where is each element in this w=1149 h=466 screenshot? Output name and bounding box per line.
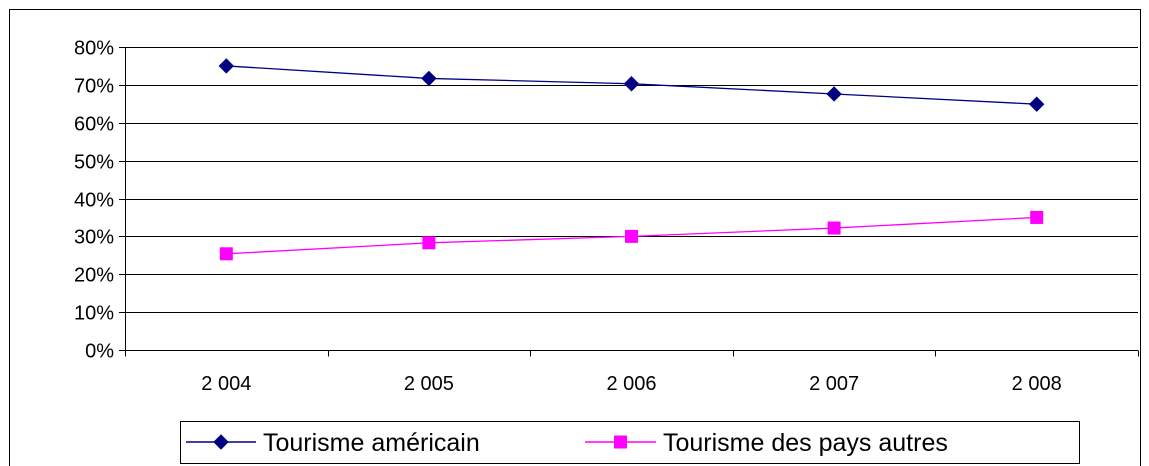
x-tick-label: 2 008 xyxy=(1012,373,1062,395)
x-tick-label: 2 006 xyxy=(606,373,656,395)
gridlines xyxy=(125,47,1138,313)
series-1 xyxy=(218,58,1045,112)
series-2 xyxy=(219,210,1044,261)
x-axis-tick-labels: 2 004 2 005 2 006 2 007 2 008 xyxy=(201,373,1061,395)
data-point xyxy=(1030,210,1044,224)
y-tick-label: 0% xyxy=(85,341,114,363)
y-tick-label: 30% xyxy=(74,227,114,249)
y-tick-label: 80% xyxy=(74,38,114,60)
series-lines xyxy=(218,58,1045,261)
data-point xyxy=(623,76,640,92)
data-point xyxy=(219,247,233,261)
chart-frame xyxy=(9,9,1141,466)
data-point xyxy=(1028,96,1045,112)
y-axis-tick-labels: 0% 10% 20% 30% 40% 50% 60% 70% 80% xyxy=(74,38,114,363)
legend-entry: Tourisme américain xyxy=(186,429,480,457)
legend-entry: Tourisme des pays autres xyxy=(585,429,948,457)
x-tick-label: 2 004 xyxy=(201,373,251,395)
data-point xyxy=(625,229,638,243)
legend-marker xyxy=(614,435,627,449)
data-point xyxy=(827,221,841,235)
y-tick-label: 20% xyxy=(74,265,114,287)
legend-marker xyxy=(213,434,229,450)
data-point xyxy=(826,86,842,102)
y-tick-label: 10% xyxy=(74,303,114,325)
legend-label: Tourisme des pays autres xyxy=(663,429,948,457)
legend: Tourisme américain Tourisme des pays autr… xyxy=(180,421,1080,464)
data-point xyxy=(421,70,437,87)
data-point xyxy=(218,58,235,74)
y-tick-label: 40% xyxy=(74,190,114,212)
x-tick-label: 2 007 xyxy=(809,373,859,395)
legend-label: Tourisme américain xyxy=(263,429,480,457)
axes xyxy=(119,47,1139,357)
data-point xyxy=(422,236,436,250)
y-tick-label: 70% xyxy=(74,76,114,98)
x-tick-label: 2 005 xyxy=(404,373,454,395)
y-tick-label: 60% xyxy=(74,114,114,136)
y-tick-label: 50% xyxy=(74,152,114,174)
